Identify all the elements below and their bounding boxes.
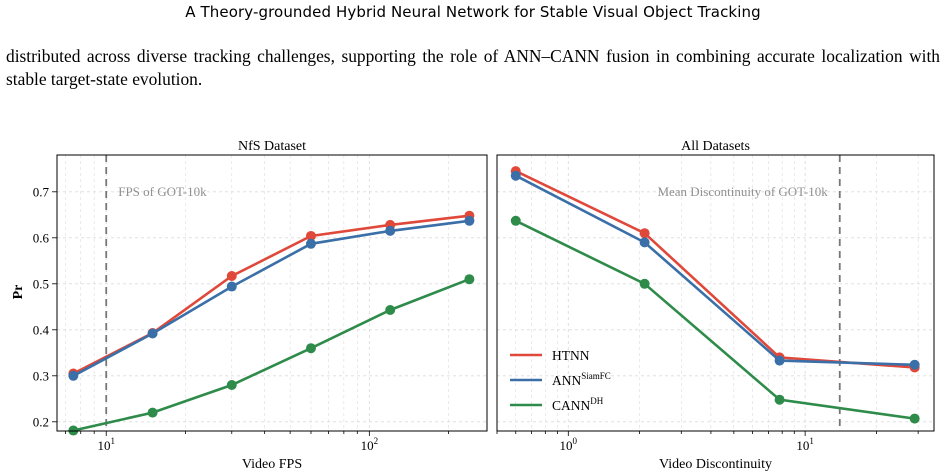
data-point bbox=[639, 228, 650, 239]
annotation-text: FPS of GOT-10k bbox=[118, 184, 207, 199]
data-point bbox=[226, 270, 237, 281]
series-line bbox=[515, 174, 915, 367]
data-point bbox=[909, 413, 920, 424]
x-tick-label: 101 bbox=[796, 436, 814, 453]
y-tick-label: 0.7 bbox=[33, 184, 50, 199]
series-line bbox=[73, 277, 470, 431]
x-tick-label: 101 bbox=[97, 436, 115, 453]
data-point bbox=[305, 343, 316, 354]
annotation-text: Mean Discontinuity of GOT-10k bbox=[657, 184, 828, 199]
data-point bbox=[639, 237, 650, 248]
data-point bbox=[226, 281, 237, 292]
data-point bbox=[909, 359, 920, 370]
series-line bbox=[515, 219, 915, 420]
data-point bbox=[147, 328, 158, 339]
chart-title: NfS Dataset bbox=[238, 139, 306, 154]
data-point bbox=[510, 215, 521, 226]
series-line bbox=[515, 169, 915, 369]
data-point bbox=[305, 230, 316, 241]
x-tick-label: 102 bbox=[361, 436, 379, 453]
y-tick-label: 0.6 bbox=[33, 230, 50, 245]
chart-panel-1: 0.2 0.3 0.4 0.5 0.6 0.7 101 102 FPS of GOT-10k Nf… bbox=[33, 139, 488, 472]
legend-label: ANNSiamFC bbox=[552, 371, 611, 388]
y-tick-label: 0.4 bbox=[33, 322, 50, 337]
y-tick-label: 0.2 bbox=[33, 414, 49, 429]
data-point bbox=[464, 215, 475, 226]
running-title: A Theory-grounded Hybrid Neural Network … bbox=[185, 3, 761, 21]
series-line bbox=[72, 219, 470, 377]
legend-label: CANNDH bbox=[552, 396, 604, 413]
data-point bbox=[510, 170, 521, 181]
data-point bbox=[774, 394, 785, 405]
data-point bbox=[305, 238, 316, 249]
y-tick-label: 0.5 bbox=[33, 276, 49, 291]
data-point bbox=[68, 370, 79, 381]
data-point bbox=[385, 305, 396, 316]
series-line bbox=[72, 214, 470, 375]
y-axis-label: Pr bbox=[11, 285, 26, 300]
plot-frame bbox=[496, 154, 935, 432]
chart-title: All Datasets bbox=[681, 139, 750, 154]
data-point bbox=[147, 407, 158, 418]
data-point bbox=[774, 355, 785, 366]
data-point bbox=[639, 278, 650, 289]
plot-frame bbox=[56, 154, 488, 432]
x-tick-label: 100 bbox=[560, 436, 578, 453]
y-tick-label: 0.3 bbox=[33, 368, 49, 383]
legend-label: HTNN bbox=[552, 348, 590, 363]
legend: HTNN ANNSiamFC CANNDH bbox=[510, 348, 611, 413]
body-paragraph: distributed across diverse tracking chal… bbox=[6, 46, 940, 89]
data-point bbox=[464, 274, 475, 285]
x-axis-label: Video FPS bbox=[242, 457, 302, 472]
data-point bbox=[226, 380, 237, 390]
data-point bbox=[385, 225, 396, 236]
chart-panel-2: 100 101 Mean Discontinuity of GOT-10k All D… bbox=[496, 139, 935, 472]
x-axis-label: Video Discontinuity bbox=[659, 457, 772, 472]
